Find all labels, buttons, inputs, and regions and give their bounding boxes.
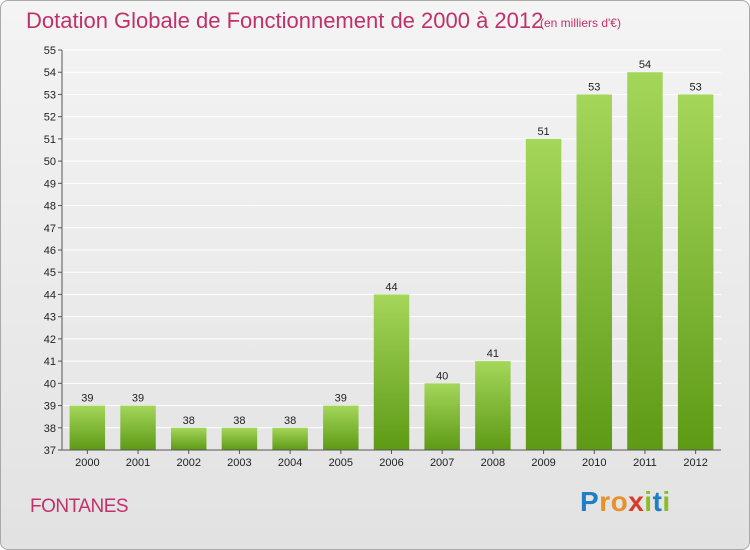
y-tick-label: 50: [44, 156, 56, 168]
data-label: 51: [537, 126, 549, 138]
y-tick-label: 49: [44, 178, 56, 190]
proxiti-logo: Proxiti: [580, 486, 671, 518]
bar: [170, 427, 207, 450]
data-label: 39: [335, 393, 347, 405]
x-tick-label: 2003: [227, 457, 251, 469]
bar: [475, 361, 511, 450]
data-label: 54: [639, 59, 651, 71]
y-tick-label: 45: [44, 267, 56, 279]
bar: [525, 138, 562, 450]
bar: [424, 383, 460, 450]
y-tick-labels: 37 38 39 40 41 42 43 44 45 46 47 48 49 50 51 52 53 54 55: [44, 45, 56, 457]
logo-letter: t: [652, 486, 663, 517]
y-tick-label: 53: [44, 89, 56, 101]
bar: [272, 427, 308, 450]
x-tick-label: 2010: [582, 457, 606, 469]
logo-letter: x: [628, 486, 645, 517]
x-tick-label: 2005: [329, 457, 353, 469]
y-tick-label: 43: [44, 312, 56, 324]
x-tick-label: 2009: [531, 457, 555, 469]
data-label: 44: [385, 281, 397, 293]
y-tick-label: 44: [44, 289, 56, 301]
y-tick-label: 40: [44, 378, 56, 390]
logo-letter: i: [662, 486, 671, 517]
y-tick-label: 46: [44, 245, 56, 257]
y-tick-label: 37: [44, 445, 56, 457]
data-label: 39: [132, 393, 144, 405]
data-label: 53: [588, 81, 600, 93]
data-label: 40: [436, 370, 448, 382]
chart-title: Dotation Globale de Fonctionnement de 20…: [26, 8, 544, 33]
bar: [69, 405, 106, 450]
y-tick-label: 52: [44, 112, 56, 124]
y-tick-label: 41: [44, 356, 56, 368]
bars: [69, 72, 714, 450]
x-tick-label: 2001: [126, 457, 150, 469]
logo-letter: P: [580, 486, 600, 517]
bar: [677, 94, 714, 450]
data-label: 38: [183, 415, 195, 427]
bar: [120, 405, 156, 450]
bar: [221, 427, 258, 450]
data-label: 53: [690, 81, 702, 93]
y-tick-label: 48: [44, 201, 56, 213]
y-tick-label: 51: [44, 134, 56, 146]
x-tick-label: 2004: [278, 457, 302, 469]
bar: [373, 294, 410, 450]
y-tick-label: 38: [44, 423, 56, 435]
y-tick-label: 39: [44, 401, 56, 413]
x-tick-label: 2007: [430, 457, 454, 469]
bar: [576, 94, 613, 450]
x-tick-label: 2011: [633, 457, 657, 469]
data-label: 38: [284, 415, 296, 427]
logo-letter: r: [599, 486, 611, 517]
y-tick-label: 55: [44, 45, 56, 57]
data-label: 41: [487, 348, 499, 360]
bar: [323, 405, 359, 450]
logo-letter: o: [610, 486, 629, 517]
data-labels: 39 39 38 38 38 39 44 40 41 51 53 54 53: [81, 59, 702, 427]
y-tick-label: 54: [44, 67, 56, 79]
x-tick-label: 2008: [481, 457, 505, 469]
x-tick-labels: 2000 2001 2002 2003 2004 2005 2006 2007 2008 2009…: [75, 457, 708, 469]
data-label: 38: [233, 415, 245, 427]
data-label: 39: [81, 393, 93, 405]
x-tick-label: 2000: [75, 457, 99, 469]
x-tick-label: 2002: [176, 457, 200, 469]
logo-letter: i: [644, 486, 653, 517]
bar: [627, 72, 663, 450]
x-tick-label: 2006: [379, 457, 403, 469]
y-tick-label: 42: [44, 334, 56, 346]
axes: [58, 49, 721, 454]
x-tick-label: 2012: [683, 457, 707, 469]
chart-subtitle: (en milliers d'€): [540, 16, 621, 30]
commune-name: FONTANES: [30, 496, 129, 517]
y-tick-label: 47: [44, 223, 56, 235]
